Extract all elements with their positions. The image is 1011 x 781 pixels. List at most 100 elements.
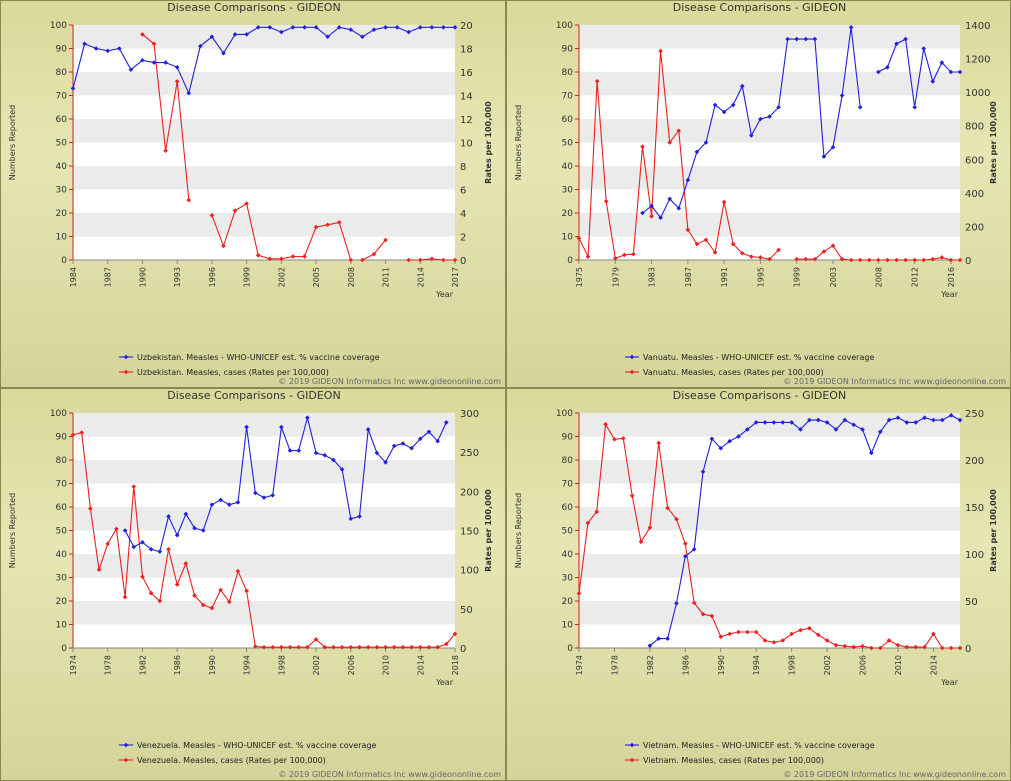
right-tick-label: 18 [460, 45, 473, 56]
x-tick-label: 2008 [347, 267, 356, 287]
left-tick-label: 90 [56, 433, 68, 443]
chart-title: Disease Comparisons - GIDEON [167, 389, 340, 402]
x-tick-label: 2011 [382, 267, 391, 287]
rate-series-point [371, 251, 377, 257]
left-tick-label: 20 [562, 597, 574, 607]
grid-band [73, 601, 455, 625]
legend-marker-coverage [123, 354, 129, 360]
rate-series-point [594, 509, 600, 514]
x-tick-label: 1982 [646, 655, 655, 675]
rate-series-point [824, 638, 830, 643]
rate-series-point [921, 257, 927, 263]
coverage-series-point [82, 41, 87, 47]
coverage-series-point [667, 196, 673, 202]
coverage-series-point [785, 36, 790, 42]
rate-series-point [860, 643, 865, 649]
coverage-series-point [877, 429, 883, 435]
rate-series-point [140, 32, 145, 37]
coverage-series-point [221, 50, 226, 56]
rate-series-point [749, 254, 754, 259]
grid-band [73, 213, 455, 237]
x-tick-label: 2005 [312, 267, 321, 287]
rate-series-point [290, 254, 296, 259]
x-tick-label: 2002 [277, 267, 286, 287]
left-axis-title: Numbers Reported [8, 105, 17, 180]
coverage-series-point [674, 601, 679, 606]
coverage-series-point [857, 104, 863, 110]
coverage-series-point [749, 133, 754, 138]
x-tick-label: 1983 [648, 267, 657, 287]
coverage-series-point [163, 60, 168, 65]
left-tick-label: 100 [556, 21, 573, 31]
coverage-series-point [860, 427, 865, 432]
rate-series-point [789, 631, 794, 637]
coverage-series-point [302, 25, 307, 30]
rate-series-point [148, 590, 154, 596]
coverage-series-point [727, 438, 732, 444]
rate-series-point [739, 250, 745, 256]
coverage-series-point [391, 443, 397, 449]
rate-series-point [948, 257, 954, 263]
coverage-series-point [253, 490, 258, 496]
right-tick-label: 0 [965, 256, 971, 267]
grid-band [579, 507, 960, 531]
right-axis-title: Rates per 100,000 [989, 489, 998, 572]
right-tick-label: 50 [965, 597, 978, 608]
coverage-series-point [948, 413, 954, 418]
left-tick-label: 40 [56, 162, 68, 172]
coverage-series-point [762, 420, 768, 425]
coverage-series-point [758, 116, 763, 122]
left-tick-label: 80 [56, 456, 68, 466]
right-tick-label: 100 [965, 550, 984, 561]
legend-marker-coverage [629, 354, 635, 360]
coverage-series-point [255, 25, 261, 30]
left-tick-label: 90 [562, 45, 574, 55]
rate-series-point [302, 254, 307, 259]
left-tick-label: 90 [56, 45, 68, 55]
rate-series-point [279, 256, 284, 262]
rate-series-point [667, 140, 673, 145]
chart-panel-venezuela: Disease Comparisons - GIDEON 0 10 20 30 40 50 6… [0, 388, 506, 781]
rate-series-point [948, 645, 954, 651]
coverage-series-point [140, 57, 145, 63]
coverage-series-point [824, 420, 830, 425]
right-tick-label: 50 [460, 605, 473, 616]
left-tick-label: 0 [567, 644, 573, 654]
rate-series-point [444, 641, 449, 647]
rate-series-point [730, 241, 736, 247]
rate-series-point [712, 250, 718, 255]
x-tick-label: 1986 [173, 655, 182, 675]
left-tick-label: 80 [56, 68, 68, 78]
rate-series-point [255, 253, 261, 258]
grid-band [579, 166, 960, 190]
right-tick-label: 1200 [965, 55, 990, 66]
right-axis-title: Rates per 100,000 [989, 101, 998, 184]
coverage-series-point [383, 25, 388, 30]
coverage-series-point [105, 48, 111, 54]
coverage-series-point [851, 422, 856, 428]
x-tick-label: 2006 [859, 655, 868, 675]
grid-band [579, 25, 960, 49]
x-tick-label: 2002 [312, 655, 321, 675]
grid-band [73, 554, 455, 578]
right-tick-label: 16 [460, 68, 473, 79]
left-tick-label: 20 [56, 597, 68, 607]
rate-series-point [232, 208, 238, 213]
coverage-series-point [712, 102, 718, 108]
rate-series-point [815, 632, 821, 638]
rate-series-point [313, 637, 319, 642]
coverage-series-point [730, 102, 736, 108]
right-tick-label: 2 [460, 233, 466, 244]
rate-series-point [903, 257, 908, 263]
rate-series-point [325, 222, 330, 228]
legend-label-coverage: Vanuatu. Measles - WHO-UNICEF est. % vac… [643, 353, 874, 362]
x-tick-label: 1990 [208, 655, 217, 675]
rate-series-point [360, 257, 365, 263]
rate-series-point [221, 243, 226, 249]
rate-series-point [753, 629, 759, 635]
grid-band [579, 72, 960, 96]
coverage-series-point [383, 460, 388, 465]
right-tick-label: 10 [460, 139, 473, 150]
rate-series-point [603, 421, 608, 427]
right-tick-label: 150 [460, 527, 479, 538]
